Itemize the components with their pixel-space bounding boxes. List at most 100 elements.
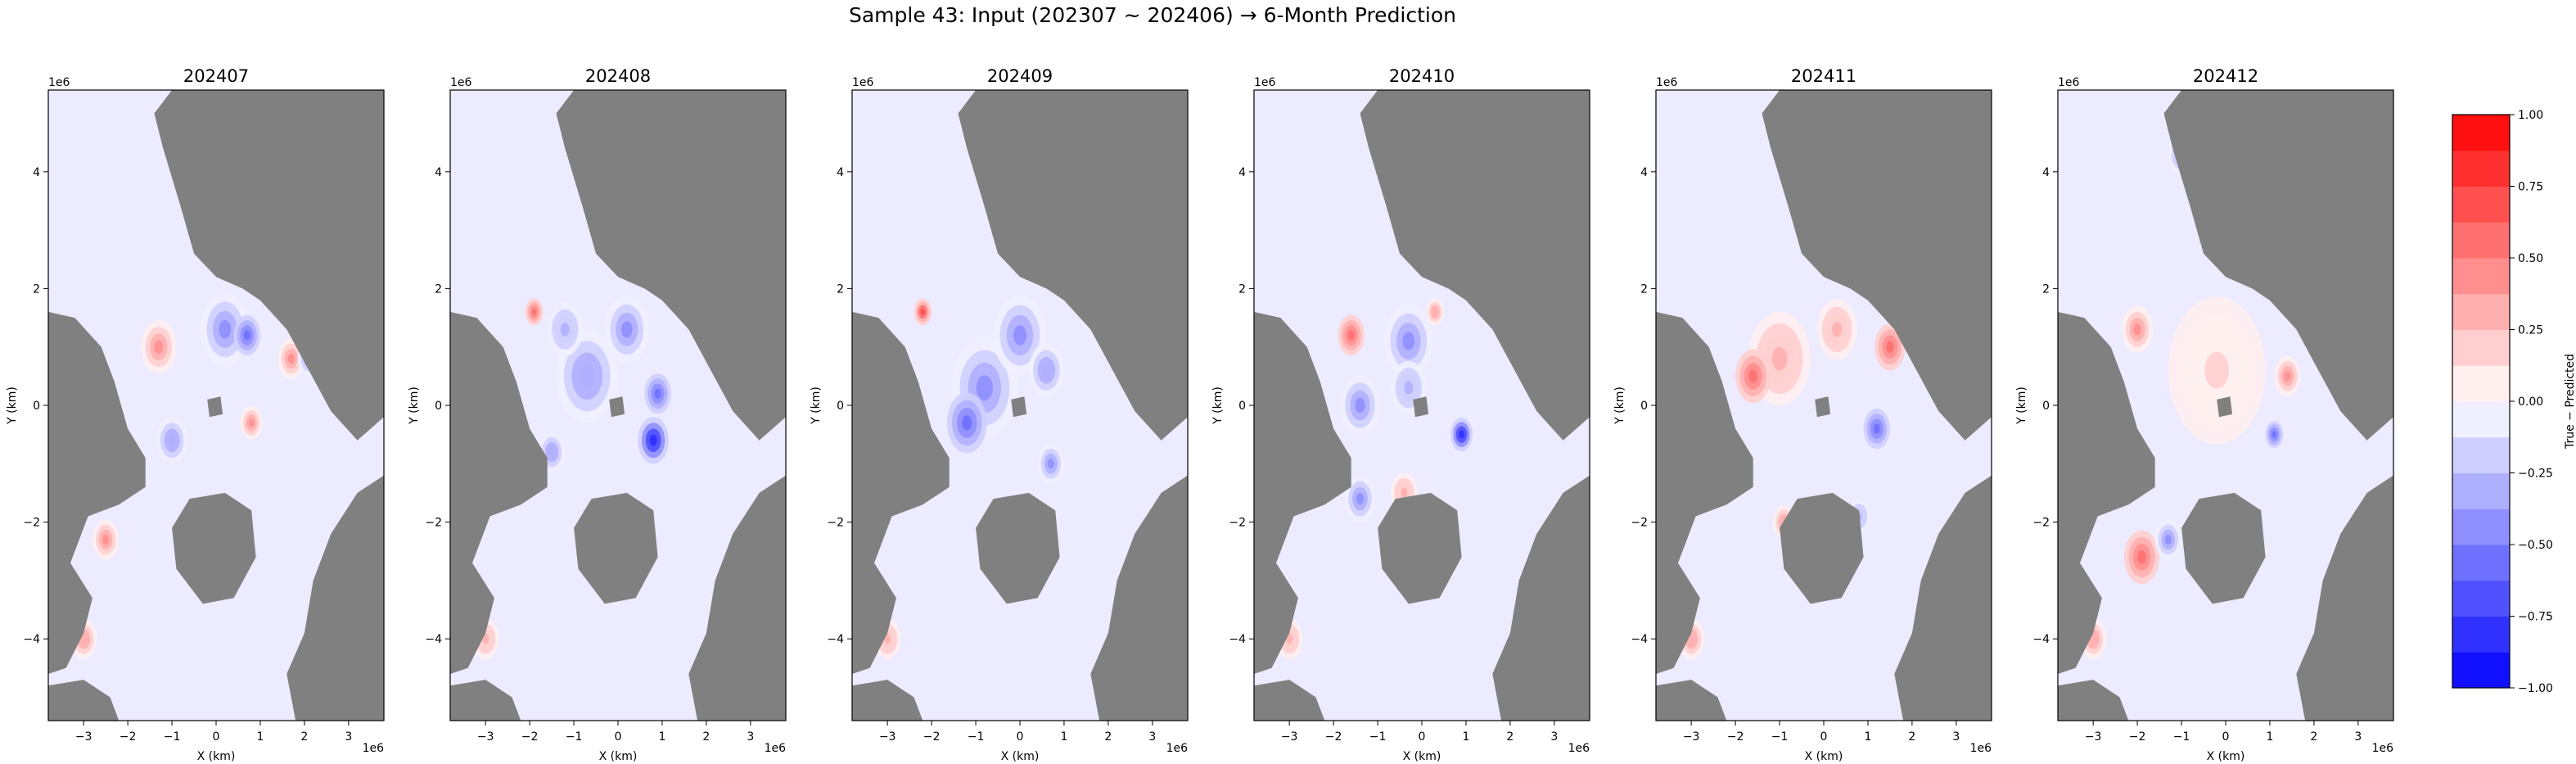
y-axis-label: Y (km) [1211, 387, 1225, 425]
x-axis-label: X (km) [599, 750, 638, 763]
plot-area [1656, 90, 1992, 721]
colorbar-level-9 [2452, 329, 2510, 366]
y-tick-label: 0 [435, 400, 442, 413]
x-tick-label: 3 [747, 730, 754, 744]
land-mass-4 [852, 680, 923, 721]
x-tick-label: −1 [2173, 730, 2190, 744]
anomaly-1-layer-1 [1013, 325, 1027, 346]
land-mass-2 [1378, 492, 1462, 604]
anomaly-7-layer-1 [1401, 487, 1408, 499]
land-mass-2 [2181, 492, 2266, 604]
land-mass-2 [172, 492, 256, 604]
x-tick-label: −2 [1325, 730, 1342, 744]
x-tick-label: 1 [1462, 730, 1469, 744]
colorbar-level-5 [2452, 472, 2510, 509]
land-mass-5 [1815, 396, 1831, 418]
colorbar-level-11 [2452, 258, 2510, 295]
x-tick-label: 1 [256, 730, 264, 744]
land-mass-3 [1894, 475, 1992, 721]
anomaly-2-layer-1 [1886, 341, 1894, 353]
anomaly-6-layer-1 [248, 418, 255, 427]
x-tick-label: −2 [521, 730, 539, 744]
y-offset-label: 1e6 [1254, 76, 1276, 89]
x-tick-label: 0 [1017, 730, 1024, 744]
x-tick-label: 1 [1060, 730, 1067, 744]
x-tick-label: 2 [1506, 730, 1514, 744]
land-mass-4 [48, 680, 120, 721]
panel-title: 202410 [1389, 66, 1455, 86]
y-tick-label: −2 [1631, 517, 1648, 530]
anomaly-1-layer-1 [2133, 323, 2141, 336]
colorbar-level-2 [2452, 580, 2510, 617]
x-tick-label: 1 [1864, 730, 1871, 744]
land-mass-0 [556, 90, 786, 441]
land-mass-4 [1656, 680, 1727, 721]
x-tick-label: 2 [1908, 730, 1915, 744]
y-tick-label: 4 [2042, 166, 2050, 179]
x-axis-label: X (km) [1403, 750, 1441, 763]
y-tick-label: −4 [1229, 633, 1246, 646]
panel-202411: 202411 −3 −2 −1 0 1 2 3 −4 −2 0 2 4 X (km) Y (km) 1e6 1e… [1613, 66, 1992, 763]
colorbar-level-12 [2452, 222, 2510, 259]
anomaly-1-layer-1 [243, 330, 250, 341]
x-tick-label: −3 [75, 730, 92, 744]
y-tick-label: 4 [837, 166, 844, 179]
x-tick-label: −1 [968, 730, 985, 744]
anomaly-2-layer-1 [560, 323, 570, 337]
colorbar-level-15 [2452, 115, 2510, 151]
y-tick-label: 2 [1238, 283, 1246, 296]
colorbar-level-13 [2452, 186, 2510, 223]
x-tick-label: −2 [120, 730, 137, 744]
x-tick-label: −3 [1281, 730, 1298, 744]
x-tick-label: −1 [566, 730, 583, 744]
anomaly-5-layer-1 [168, 434, 176, 446]
x-offset-label: 1e6 [1166, 742, 1189, 755]
colorbar-tick-label: 0.75 [2518, 181, 2543, 194]
x-tick-label: 2 [300, 730, 308, 744]
anomaly-2-layer-1 [154, 340, 164, 354]
colorbar-level-7 [2452, 401, 2510, 438]
y-tick-label: 2 [1640, 283, 1648, 296]
anomaly-4-layer-1 [1404, 381, 1414, 395]
panel-title: 202409 [987, 66, 1053, 86]
land-mass-5 [1011, 396, 1027, 418]
x-tick-label: 0 [1820, 730, 1828, 744]
figure-title: Sample 43: Input (202307 ~ 202406) → 6-M… [849, 3, 1456, 27]
panels: 202407 −3 −2 −1 0 1 2 3 −4 −2 0 2 4 X (km) Y (km) 1e6 1e… [6, 66, 2394, 763]
y-tick-label: −2 [1229, 517, 1246, 530]
land-mass-0 [2163, 90, 2393, 441]
x-offset-label: 1e6 [1970, 742, 1992, 755]
land-mass-3 [2296, 475, 2393, 721]
x-tick-label: −3 [879, 730, 896, 744]
land-mass-1 [1656, 311, 1753, 674]
land-mass-1 [450, 311, 548, 674]
land-mass-2 [1780, 492, 1864, 604]
land-mass-0 [1762, 90, 1992, 441]
land-mass-3 [286, 475, 384, 721]
y-tick-label: −2 [2032, 517, 2050, 530]
colorbar-level-10 [2452, 293, 2510, 330]
plot-area [852, 90, 1188, 721]
y-tick-label: −4 [1631, 633, 1648, 646]
x-axis-label: X (km) [1805, 750, 1843, 763]
y-offset-label: 1e6 [48, 76, 70, 89]
anomaly-5-layer-1 [531, 308, 537, 316]
x-tick-label: 0 [213, 730, 220, 744]
panel-title: 202408 [585, 66, 651, 86]
x-offset-label: 1e6 [765, 742, 787, 755]
land-mass-0 [958, 90, 1188, 441]
land-mass-4 [1254, 680, 1325, 721]
land-mass-1 [48, 311, 146, 674]
anomaly-4-layer-1 [654, 388, 661, 399]
y-tick-label: −2 [827, 517, 844, 530]
land-mass-1 [2058, 311, 2155, 674]
x-tick-label: 3 [345, 730, 352, 744]
y-tick-label: 4 [1640, 166, 1648, 179]
x-axis-label: X (km) [2207, 750, 2245, 763]
x-tick-label: −2 [2129, 730, 2146, 744]
anomaly-8-layer-1 [102, 534, 110, 545]
land-mass-0 [154, 90, 384, 441]
colorbar-tick-label: 1.00 [2518, 109, 2543, 122]
y-offset-label: 1e6 [1656, 76, 1678, 89]
